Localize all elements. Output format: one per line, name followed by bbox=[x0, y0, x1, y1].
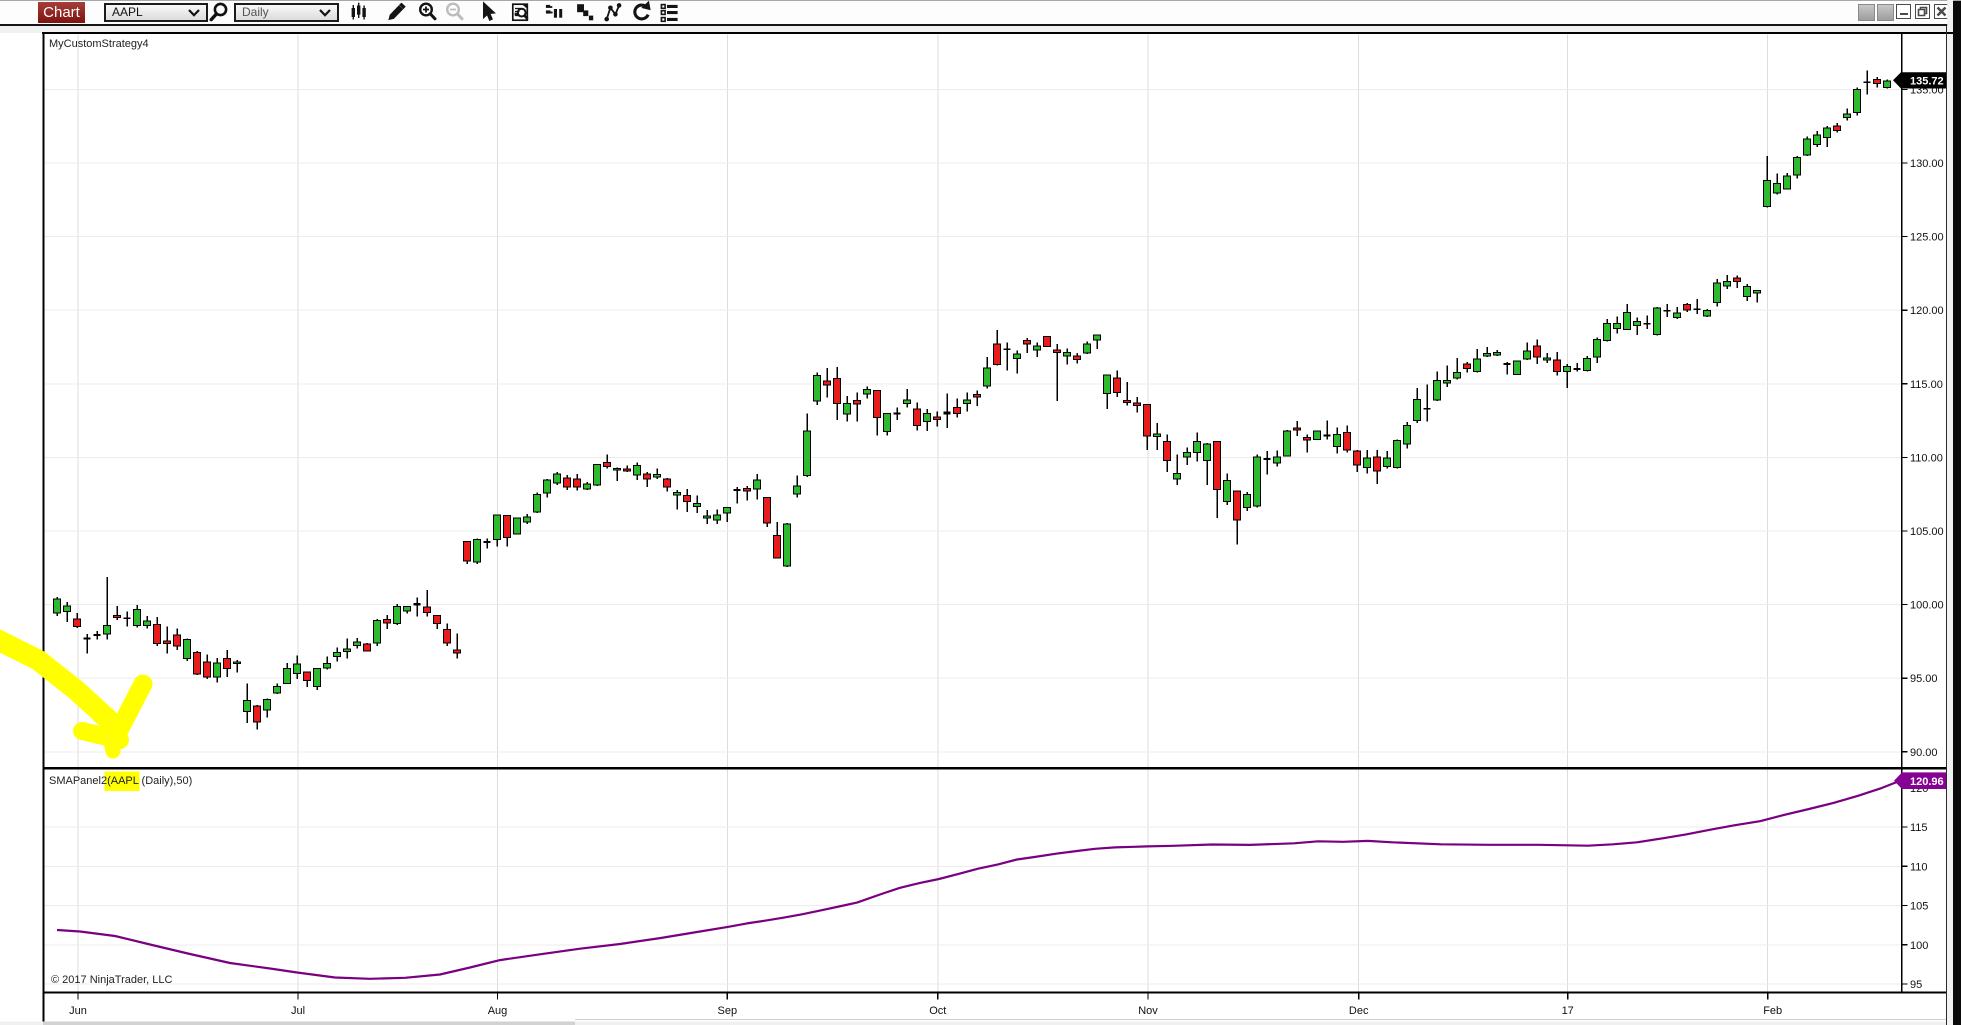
svg-text:110: 110 bbox=[1910, 861, 1928, 873]
svg-text:120.00: 120.00 bbox=[1910, 305, 1944, 317]
svg-text:125.00: 125.00 bbox=[1910, 232, 1944, 244]
svg-text:120.96: 120.96 bbox=[1910, 776, 1944, 788]
svg-text:105: 105 bbox=[1910, 901, 1928, 913]
svg-text:90.00: 90.00 bbox=[1910, 747, 1938, 759]
svg-text:17: 17 bbox=[1562, 1005, 1574, 1017]
svg-text:100: 100 bbox=[1910, 940, 1928, 952]
svg-text:MyCustomStrategy4: MyCustomStrategy4 bbox=[49, 38, 149, 50]
svg-text:130.00: 130.00 bbox=[1910, 158, 1944, 170]
svg-text:Aug: Aug bbox=[488, 1005, 508, 1017]
svg-text:Feb: Feb bbox=[1763, 1005, 1782, 1017]
svg-text:135.72: 135.72 bbox=[1910, 76, 1944, 88]
svg-text:Oct: Oct bbox=[929, 1005, 946, 1017]
svg-text:Nov: Nov bbox=[1138, 1005, 1158, 1017]
svg-text:Jul: Jul bbox=[291, 1005, 305, 1017]
svg-text:105.00: 105.00 bbox=[1910, 526, 1944, 538]
svg-text:115: 115 bbox=[1910, 822, 1928, 834]
svg-text:Sep: Sep bbox=[718, 1005, 738, 1017]
svg-text:100.00: 100.00 bbox=[1910, 600, 1944, 612]
svg-text:115.00: 115.00 bbox=[1910, 379, 1943, 391]
svg-text:Jun: Jun bbox=[69, 1005, 87, 1017]
svg-text:95.00: 95.00 bbox=[1910, 673, 1938, 685]
svg-text:SMAPanel2(AAPL (Daily),50): SMAPanel2(AAPL (Daily),50) bbox=[49, 775, 192, 787]
svg-text:© 2017 NinjaTrader, LLC: © 2017 NinjaTrader, LLC bbox=[51, 974, 172, 986]
svg-text:95: 95 bbox=[1910, 979, 1922, 991]
svg-text:Dec: Dec bbox=[1349, 1005, 1369, 1017]
svg-text:110.00: 110.00 bbox=[1910, 452, 1943, 464]
